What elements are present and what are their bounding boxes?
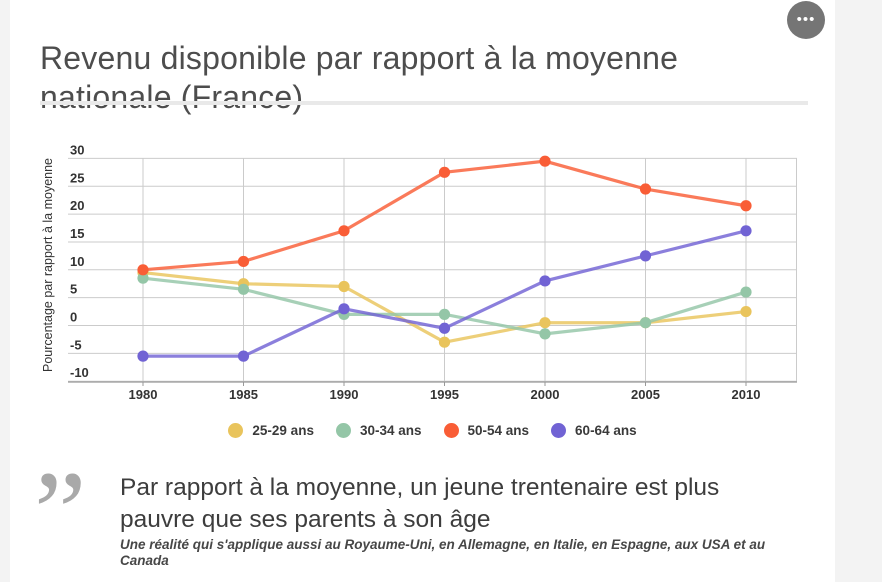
data-point-60-64-ans[interactable]: [539, 275, 551, 287]
x-tick-label: 1980: [129, 387, 158, 402]
data-point-30-34-ans[interactable]: [137, 272, 149, 284]
x-tick-label: 1995: [430, 387, 459, 402]
data-point-50-54-ans[interactable]: [639, 183, 652, 195]
x-tick-label: 2010: [732, 387, 761, 402]
legend-dot-icon: [335, 423, 351, 438]
more-options-button[interactable]: •••: [787, 1, 825, 39]
data-point-50-54-ans[interactable]: [237, 255, 250, 268]
chart-legend: 25-29 ans 30-34 ans 50-54 ans 60-64 ans: [68, 423, 797, 438]
y-tick-label: 15: [70, 226, 84, 241]
x-tick-label: 2000: [531, 387, 560, 402]
y-tick-label: 0: [70, 310, 77, 325]
chart-card: Revenu disponible par rapport à la moyen…: [10, 0, 835, 582]
data-point-60-64-ans[interactable]: [639, 250, 652, 262]
data-point-60-64-ans[interactable]: [137, 350, 149, 362]
page-title: Revenu disponible par rapport à la moyen…: [40, 40, 679, 116]
quote-attribution: Une réalité qui s'applique aussi au Roya…: [120, 537, 766, 568]
data-point-50-54-ans[interactable]: [438, 166, 451, 178]
legend-label: 25-29 ans: [252, 423, 314, 438]
y-tick-label: -10: [70, 365, 89, 380]
quote-text: Par rapport à la moyenne, un jeune trent…: [120, 474, 720, 533]
legend-dot-icon: [551, 423, 567, 438]
data-point-30-34-ans[interactable]: [539, 328, 551, 340]
data-point-30-34-ans[interactable]: [438, 308, 451, 320]
title-divider: [40, 101, 808, 105]
data-point-25-29-ans[interactable]: [740, 305, 752, 318]
line-chart: -10 -5 0 5 10 15 20 25 30 1980 1985 1990 1995 2000 200…: [68, 145, 797, 402]
y-tick-label: 20: [70, 198, 84, 213]
y-tick-label: 25: [70, 170, 84, 185]
y-tick-label: 30: [70, 145, 84, 157]
data-point-50-54-ans[interactable]: [740, 200, 752, 212]
legend-label: 50-54 ans: [467, 423, 530, 438]
legend-item: 25-29 ans: [228, 423, 314, 438]
legend-dot-icon: [228, 423, 244, 438]
data-point-50-54-ans[interactable]: [137, 264, 149, 276]
quote-icon: ”: [34, 447, 87, 559]
y-tick-label: -5: [70, 337, 82, 352]
data-point-30-34-ans[interactable]: [639, 317, 652, 329]
legend-item: 30-34 ans: [335, 423, 422, 438]
data-point-60-64-ans[interactable]: [740, 225, 752, 237]
y-tick-label: 5: [70, 282, 77, 297]
data-point-60-64-ans[interactable]: [438, 322, 451, 334]
data-point-50-54-ans[interactable]: [338, 225, 350, 237]
x-tick-label: 1990: [330, 387, 359, 402]
legend-label: 60-64 ans: [575, 423, 637, 438]
x-tick-label: 1985: [229, 387, 258, 402]
y-axis-title: Pourcentage par rapport à la moyenne: [41, 157, 55, 373]
y-tick-label: 10: [70, 254, 84, 269]
data-point-30-34-ans[interactable]: [740, 286, 752, 298]
data-point-25-29-ans[interactable]: [438, 336, 451, 348]
legend-item: 60-64 ans: [551, 423, 637, 438]
x-tick-label: 2005: [631, 387, 660, 402]
legend-dot-icon: [443, 423, 459, 438]
data-point-30-34-ans[interactable]: [237, 283, 250, 295]
data-point-60-64-ans[interactable]: [237, 350, 250, 362]
ellipsis-icon: •••: [796, 11, 816, 28]
data-point-25-29-ans[interactable]: [338, 280, 350, 293]
data-point-50-54-ans[interactable]: [539, 155, 551, 167]
data-point-25-29-ans[interactable]: [539, 317, 551, 329]
legend-label: 30-34 ans: [359, 423, 422, 438]
data-point-60-64-ans[interactable]: [338, 303, 350, 315]
legend-item: 50-54 ans: [443, 423, 530, 438]
